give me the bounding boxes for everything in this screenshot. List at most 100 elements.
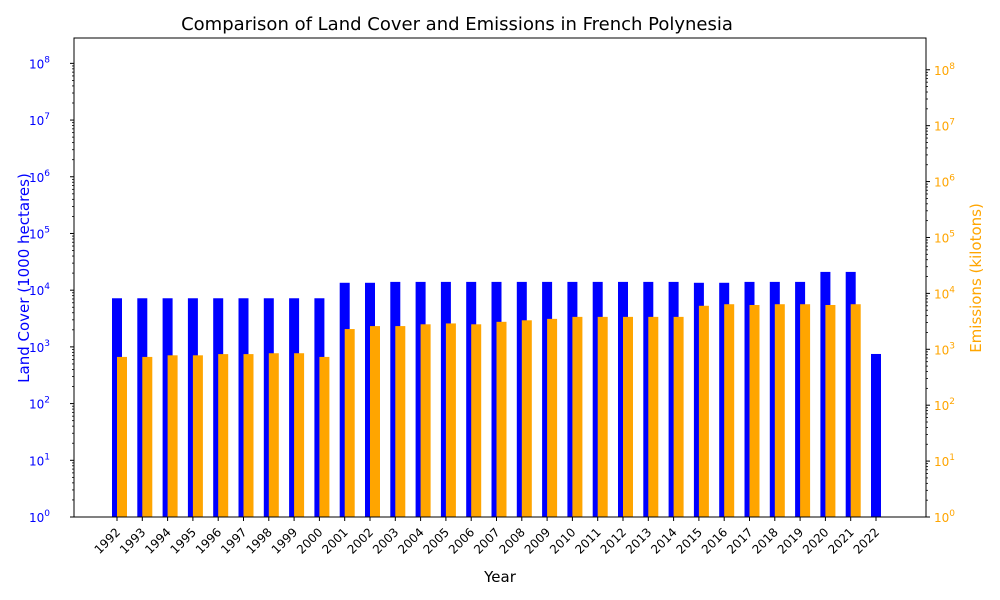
x-tick-label: 2020 xyxy=(800,525,831,556)
bar-right-2018 xyxy=(774,304,785,517)
x-axis: 1992199319941995199619971998199920002001… xyxy=(92,517,882,557)
x-tick-label: 1994 xyxy=(142,525,173,556)
left-y-tick-exponent: 8 xyxy=(44,55,50,65)
left-y-tick-exponent: 2 xyxy=(44,396,50,406)
x-tick-label: 2011 xyxy=(572,525,603,556)
right-y-tick-exponent: 1 xyxy=(949,453,955,463)
right-y-tick-exponent: 6 xyxy=(949,174,955,184)
bar-right-2021 xyxy=(850,304,861,517)
x-tick-label: 2018 xyxy=(749,525,780,556)
bar-right-1996 xyxy=(218,354,229,517)
x-tick-label: 2009 xyxy=(522,525,553,556)
x-tick-label: 2010 xyxy=(547,525,578,556)
bar-right-2000 xyxy=(319,356,330,517)
left-y-tick-exponent: 7 xyxy=(44,112,50,122)
x-tick-label: 2022 xyxy=(851,525,882,556)
bar-right-2001 xyxy=(344,329,355,517)
x-tick-label: 2005 xyxy=(421,525,452,556)
right-y-tick-exponent: 4 xyxy=(949,285,955,295)
chart-title: Comparison of Land Cover and Emissions i… xyxy=(181,14,733,35)
bar-right-2020 xyxy=(825,304,836,517)
left-y-tick-exponent: 4 xyxy=(44,282,50,292)
bar-right-1998 xyxy=(268,353,279,517)
bar-right-2004 xyxy=(420,324,431,517)
bar-right-2008 xyxy=(521,320,532,517)
x-tick-label: 2013 xyxy=(623,525,654,556)
right-y-tick-label: 102 xyxy=(934,397,955,413)
x-tick-label: 1997 xyxy=(218,525,249,556)
plot-frame xyxy=(73,37,927,518)
bar-right-2017 xyxy=(749,304,760,517)
right-y-tick-label: 100 xyxy=(934,509,955,525)
right-y-tick-label: 106 xyxy=(934,174,955,190)
bar-right-1997 xyxy=(243,354,254,517)
bar-right-1992 xyxy=(117,356,127,517)
right-y-tick-label: 107 xyxy=(934,118,955,134)
bar-right-2007 xyxy=(496,321,507,517)
bar-right-2005 xyxy=(445,323,456,517)
x-tick-label: 2021 xyxy=(825,525,856,556)
right-y-tick-exponent: 7 xyxy=(949,118,955,128)
x-tick-label: 2015 xyxy=(674,525,705,556)
right-y-tick-exponent: 5 xyxy=(949,229,955,239)
bar-right-2006 xyxy=(471,324,482,517)
right-y-tick-label: 101 xyxy=(934,453,955,469)
left-y-tick-exponent: 0 xyxy=(44,509,50,519)
left-y-tick-label: 101 xyxy=(29,452,50,468)
bar-right-2009 xyxy=(547,318,558,517)
x-tick-label: 2001 xyxy=(319,525,350,556)
left-y-tick-exponent: 5 xyxy=(44,225,50,235)
bar-right-2015 xyxy=(698,305,709,517)
bar-right-2012 xyxy=(623,316,633,517)
x-tick-label: 1993 xyxy=(117,525,148,556)
x-tick-label: 2017 xyxy=(724,525,755,556)
left-y-tick-label: 100 xyxy=(29,509,50,525)
left-y-tick-label: 108 xyxy=(29,55,50,71)
bar-right-2010 xyxy=(572,316,583,517)
x-tick-label: 1999 xyxy=(269,525,300,556)
left-y-axis-label: Land Cover (1000 hectares) xyxy=(15,173,33,383)
right-y-tick-label: 108 xyxy=(934,62,955,78)
left-y-tick-exponent: 6 xyxy=(44,169,50,179)
bar-right-2002 xyxy=(370,326,380,517)
right-y-tick-label: 103 xyxy=(934,341,955,357)
bar-right-2011 xyxy=(597,316,608,517)
x-tick-label: 2000 xyxy=(294,525,325,556)
x-tick-label: 2002 xyxy=(345,525,376,556)
x-tick-label: 2012 xyxy=(598,525,629,556)
x-tick-label: 2019 xyxy=(775,525,806,556)
bar-right-2003 xyxy=(395,326,406,517)
right-y-axis-label: Emissions (kilotons) xyxy=(967,203,985,353)
left-y-tick-label: 102 xyxy=(29,396,50,412)
x-tick-label: 1998 xyxy=(243,525,274,556)
bar-right-1994 xyxy=(167,355,178,517)
x-tick-label: 2014 xyxy=(648,525,679,556)
x-tick-label: 2008 xyxy=(496,525,527,556)
right-y-tick-label: 105 xyxy=(934,229,955,245)
right-y-tick-exponent: 0 xyxy=(949,509,955,519)
bar-right-1995 xyxy=(192,355,203,517)
x-tick-label: 2003 xyxy=(370,525,401,556)
left-y-tick-exponent: 1 xyxy=(44,452,50,462)
bar-left-2022 xyxy=(871,353,881,517)
left-y-tick-exponent: 3 xyxy=(44,339,50,349)
x-tick-label: 1995 xyxy=(168,525,199,556)
x-axis-label: Year xyxy=(483,568,517,586)
x-tick-label: 2016 xyxy=(699,525,730,556)
x-tick-label: 2007 xyxy=(471,525,502,556)
x-tick-label: 1996 xyxy=(193,525,224,556)
x-tick-label: 2006 xyxy=(446,525,477,556)
x-tick-label: 1992 xyxy=(92,525,123,556)
right-y-tick-exponent: 3 xyxy=(949,341,955,351)
right-y-tick-exponent: 2 xyxy=(949,397,955,407)
right-y-tick-exponent: 8 xyxy=(949,62,955,72)
bar-right-2013 xyxy=(648,316,659,517)
right-y-tick-label: 104 xyxy=(934,285,955,301)
bars xyxy=(112,271,881,517)
x-tick-label: 2004 xyxy=(395,525,426,556)
left-y-tick-label: 107 xyxy=(29,112,50,128)
bar-right-2014 xyxy=(673,316,684,517)
bar-right-2019 xyxy=(800,304,811,517)
bar-right-2016 xyxy=(724,304,735,517)
